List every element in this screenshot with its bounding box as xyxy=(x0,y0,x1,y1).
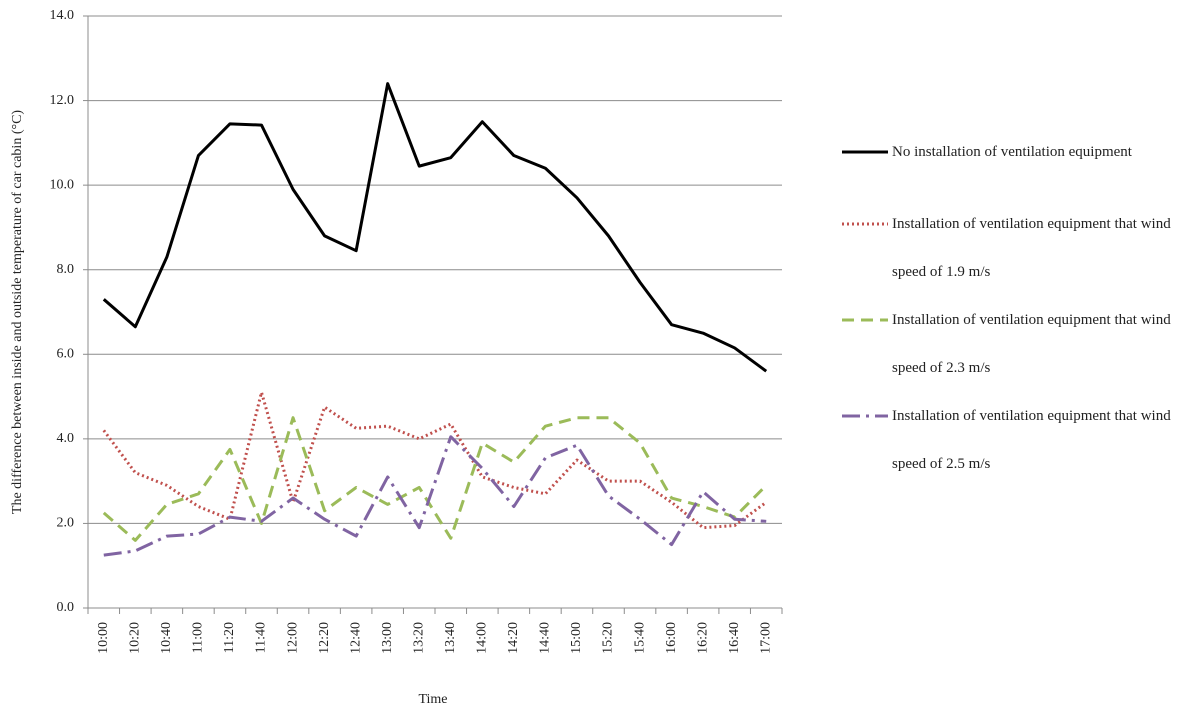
legend-label: Installation of ventilation equipment th… xyxy=(892,408,1171,472)
y-tick-label: 12.0 xyxy=(50,93,75,108)
x-tick-label: 13:40 xyxy=(443,622,458,654)
legend-label: Installation of ventilation equipment th… xyxy=(892,312,1171,376)
x-tick-label: 14:40 xyxy=(538,622,553,654)
plot-area: Time The difference between inside and o… xyxy=(10,8,783,707)
legend-label: Installation of ventilation equipment th… xyxy=(892,216,1171,280)
y-tick-label: 2.0 xyxy=(57,516,75,531)
x-tick-label: 10:00 xyxy=(96,622,111,654)
series-line xyxy=(102,390,768,530)
legend-swatch xyxy=(842,414,888,418)
x-axis-title: Time xyxy=(418,692,447,707)
x-tick-label: 12:00 xyxy=(285,622,300,654)
y-tick-label: 6.0 xyxy=(57,347,75,362)
x-tick-label: 16:20 xyxy=(695,622,710,654)
x-tick-label: 11:00 xyxy=(191,622,206,653)
x-tick-label: 11:40 xyxy=(254,622,269,653)
x-tick-label: 14:00 xyxy=(475,622,490,654)
x-tick-label: 12:40 xyxy=(348,622,363,654)
x-tick-label: 16:00 xyxy=(664,622,679,654)
legend-label: No installation of ventilation equipment xyxy=(892,144,1132,160)
y-axis-title: The difference between inside and outsid… xyxy=(10,110,25,514)
x-tick-label: 16:40 xyxy=(727,622,742,654)
x-tick-label: 15:40 xyxy=(632,622,647,654)
series-line xyxy=(102,416,768,542)
legend-item: Installation of ventilation equipment th… xyxy=(840,392,1182,488)
x-tick-label: 10:20 xyxy=(128,622,143,654)
x-tick-label: 15:00 xyxy=(569,622,584,654)
legend-swatch xyxy=(842,150,888,154)
x-tick-label: 10:40 xyxy=(159,622,174,654)
y-tick-label: 8.0 xyxy=(57,262,75,277)
legend: No installation of ventilation equipment… xyxy=(840,128,1180,488)
legend-item: Installation of ventilation equipment th… xyxy=(840,296,1182,392)
y-tick-label: 0.0 xyxy=(57,600,75,615)
x-tick-label: 11:20 xyxy=(222,622,237,653)
x-tick-label: 12:20 xyxy=(317,622,332,654)
legend-swatch xyxy=(842,318,888,322)
y-tick-label: 10.0 xyxy=(50,177,75,192)
x-tick-label: 17:00 xyxy=(758,622,773,654)
legend-item: Installation of ventilation equipment th… xyxy=(840,200,1182,296)
legend-item: No installation of ventilation equipment xyxy=(840,128,1182,176)
x-tick-label: 15:20 xyxy=(601,622,616,654)
y-tick-label: 14.0 xyxy=(50,8,75,23)
x-tick-label: 13:00 xyxy=(380,622,395,654)
series-line xyxy=(102,82,768,373)
legend-swatch xyxy=(842,222,888,226)
series-line xyxy=(103,435,767,557)
x-tick-label: 13:20 xyxy=(411,622,426,654)
x-tick-label: 14:20 xyxy=(506,622,521,654)
y-tick-label: 4.0 xyxy=(57,431,75,446)
